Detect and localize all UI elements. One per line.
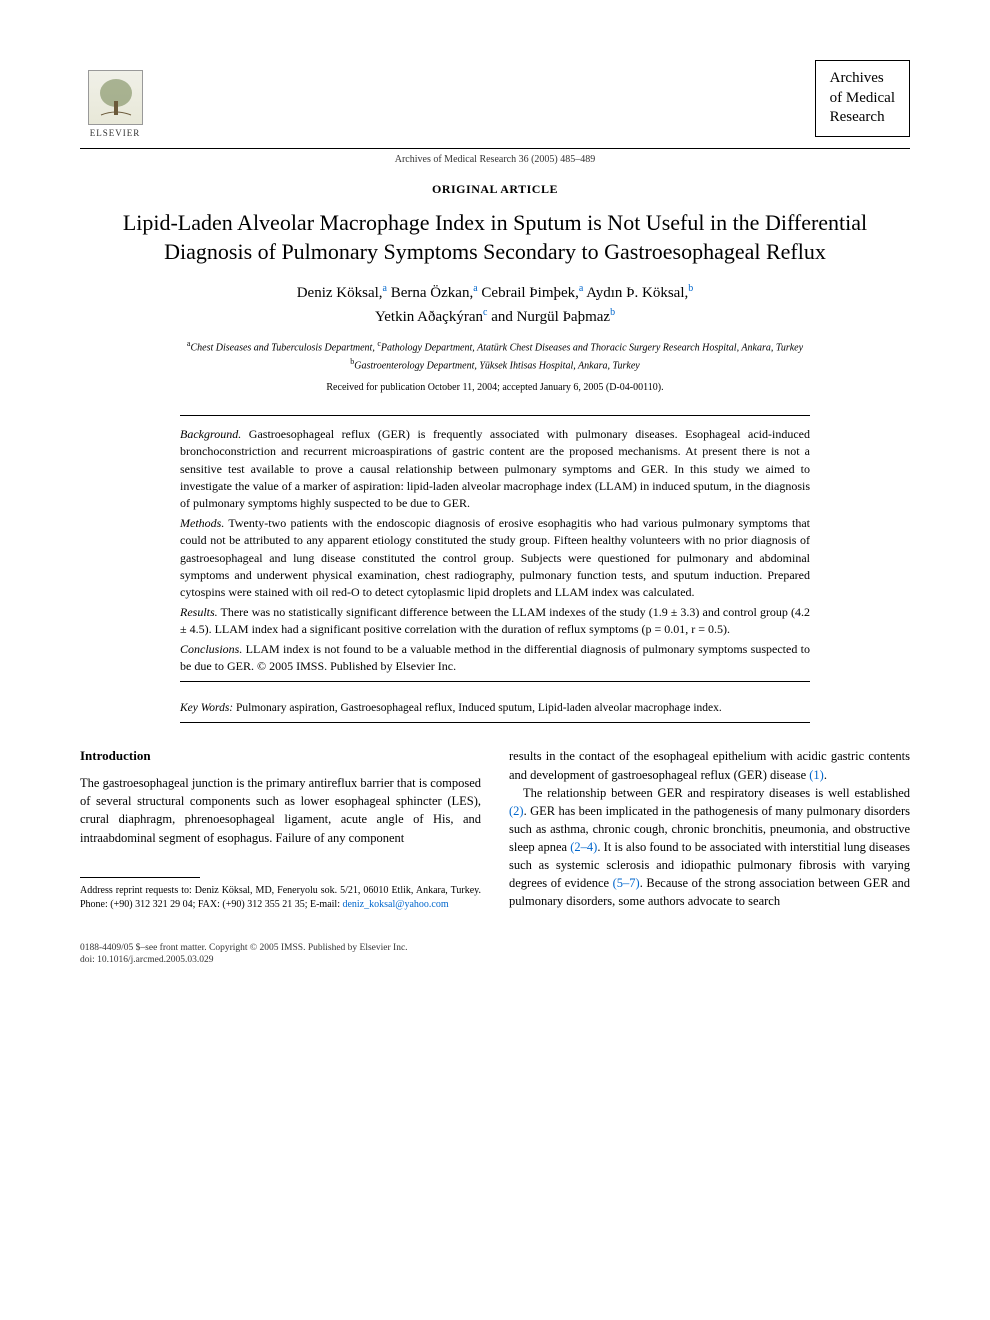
affil-text: Pathology Department, Atatürk Chest Dise…: [381, 343, 803, 354]
author: and Nurgül Þaþmaz: [491, 309, 610, 325]
body-columns: Introduction The gastroesophageal juncti…: [80, 747, 910, 911]
keywords-label: Key Words:: [180, 702, 233, 714]
journal-line-1: Archives: [830, 69, 895, 89]
reference-link[interactable]: (2): [509, 804, 524, 818]
elsevier-tree-icon: [88, 70, 143, 125]
copyright-footer: 0188-4409/05 $–see front matter. Copyrig…: [80, 942, 910, 967]
reference-link[interactable]: (5–7): [613, 876, 640, 890]
authors: Deniz Köksal,a Berna Özkan,a Cebrail Þim…: [80, 281, 910, 328]
abstract-methods: Methods. Twenty-two patients with the en…: [180, 515, 810, 602]
abstract-label: Methods.: [180, 516, 224, 530]
abstract-label: Results.: [180, 605, 218, 619]
abstract-label: Background.: [180, 427, 241, 441]
divider: [180, 415, 810, 416]
abstract-text: There was no statistically significant d…: [180, 605, 810, 636]
affil-text: Gastroenterology Department, Yüksek Ihti…: [354, 360, 639, 371]
author-affil-sup: a: [473, 283, 477, 294]
author-affil-sup: a: [383, 283, 387, 294]
column-left: Introduction The gastroesophageal juncti…: [80, 747, 481, 911]
column-right: results in the contact of the esophageal…: [509, 747, 910, 911]
keywords-text: Pulmonary aspiration, Gastroesophageal r…: [233, 702, 722, 714]
keywords: Key Words: Pulmonary aspiration, Gastroe…: [180, 700, 810, 723]
citation: Archives of Medical Research 36 (2005) 4…: [80, 153, 910, 167]
abstract-conclusions: Conclusions. LLAM index is not found to …: [180, 641, 810, 676]
received-date: Received for publication October 11, 200…: [80, 381, 910, 395]
body-text: results in the contact of the esophageal…: [509, 749, 910, 781]
body-paragraph: results in the contact of the esophageal…: [509, 747, 910, 783]
author-affil-sup: b: [688, 283, 693, 294]
reference-link[interactable]: (1): [809, 768, 824, 782]
body-paragraph: The gastroesophageal junction is the pri…: [80, 774, 481, 847]
affiliations: aChest Diseases and Tuberculosis Departm…: [80, 338, 910, 373]
author: Cebrail Þimþek,: [481, 285, 579, 301]
author: Yetkin Aðaçkýran: [375, 309, 483, 325]
body-paragraph: The relationship between GER and respira…: [509, 784, 910, 911]
divider: [80, 148, 910, 149]
footnote-separator: [80, 877, 200, 878]
affil-text: Chest Diseases and Tuberculosis Departme…: [190, 343, 377, 354]
abstract-text: Gastroesophageal reflux (GER) is frequen…: [180, 427, 810, 511]
abstract-results: Results. There was no statistically sign…: [180, 604, 810, 639]
abstract-text: Twenty-two patients with the endoscopic …: [180, 516, 810, 600]
abstract: Background. Gastroesophageal reflux (GER…: [180, 415, 810, 682]
author: Aydın Þ. Köksal,: [586, 285, 688, 301]
reference-link[interactable]: (2–4): [570, 840, 597, 854]
abstract-text: LLAM index is not found to be a valuable…: [180, 642, 810, 673]
abstract-label: Conclusions.: [180, 642, 242, 656]
divider: [180, 681, 810, 682]
journal-line-2: of Medical: [830, 89, 895, 109]
header-row: ELSEVIER Archives of Medical Research: [80, 60, 910, 140]
section-heading-introduction: Introduction: [80, 747, 481, 766]
author-affil-sup: c: [483, 307, 487, 318]
copyright-line: 0188-4409/05 $–see front matter. Copyrig…: [80, 942, 910, 954]
journal-title-box: Archives of Medical Research: [815, 60, 910, 137]
journal-line-3: Research: [830, 108, 895, 128]
email-link[interactable]: deniz_koksal@yahoo.com: [342, 899, 448, 910]
body-text: .: [824, 768, 827, 782]
article-type: ORIGINAL ARTICLE: [80, 181, 910, 198]
author-affil-sup: a: [579, 283, 583, 294]
correspondence-footnote: Address reprint requests to: Deniz Köksa…: [80, 884, 481, 912]
author: Deniz Köksal,: [297, 285, 383, 301]
author-affil-sup: b: [610, 307, 615, 318]
divider: [180, 722, 810, 723]
publisher-name: ELSEVIER: [90, 127, 141, 140]
publisher-logo: ELSEVIER: [80, 60, 150, 140]
article-title: Lipid-Laden Alveolar Macrophage Index in…: [120, 208, 870, 267]
abstract-background: Background. Gastroesophageal reflux (GER…: [180, 426, 810, 513]
body-text: The relationship between GER and respira…: [523, 786, 910, 800]
doi-line: doi: 10.1016/j.arcmed.2005.03.029: [80, 954, 910, 966]
author: Berna Özkan,: [391, 285, 473, 301]
